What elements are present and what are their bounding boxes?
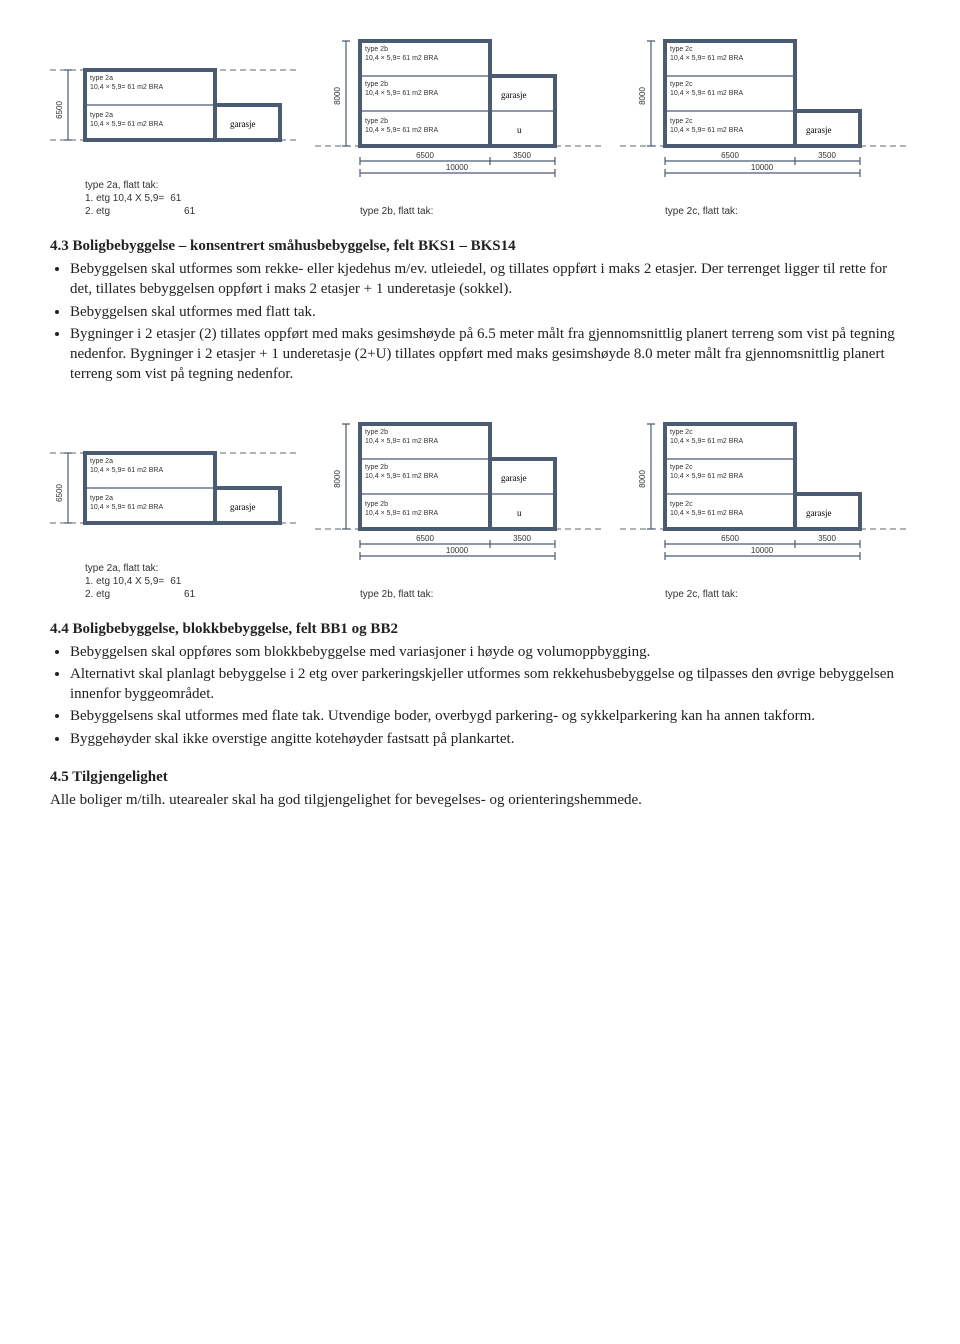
svg-text:type 2c: type 2c — [670, 118, 693, 125]
label-2a-floor2-l2: 10,4 × 5,9= 61 m2 BRA — [90, 84, 163, 91]
svg-text:garasje: garasje — [230, 502, 255, 512]
bullet-4-3-3: Bygninger i 2 etasjer (2) tillates oppfø… — [70, 324, 910, 385]
dim-2b-right: 3500 — [513, 151, 531, 160]
svg-text:type 2c: type 2c — [670, 501, 693, 508]
diagram-row-top: 6500 type 2a 10,4 × 5,9= 61 m2 BRA type … — [50, 20, 910, 218]
diagram-type2c: 8000 6500 3500 10000 type 2c 10,4 × 5,9=… — [620, 26, 910, 218]
svg-text:10,4 × 5,9= 61 m2 BRA: 10,4 × 5,9= 61 m2 BRA — [90, 504, 163, 511]
svg-text:garasje: garasje — [501, 473, 526, 483]
svg-text:10,4 × 5,9= 61 m2 BRA: 10,4 × 5,9= 61 m2 BRA — [670, 55, 743, 62]
label-u-2b: u — [517, 125, 522, 135]
svg-type2b: 8000 6500 3500 10000 type 2b 10,4 × 5,9=… — [315, 26, 605, 201]
diagram-type2b-b: 8000 6500 3500 10000 type 2b 10,4 × 5,9=… — [315, 409, 605, 601]
caption-2b: type 2b, flatt tak: — [360, 205, 605, 218]
svg-text:type 2a: type 2a — [90, 458, 113, 465]
svg-text:type 2c: type 2c — [670, 429, 693, 436]
svg-text:type 2b: type 2b — [365, 46, 388, 53]
svg-text:u: u — [517, 508, 522, 518]
svg-text:type 2c: type 2c — [670, 46, 693, 53]
dim-v-2a: 6500 — [55, 101, 64, 119]
label-garage-2a: garasje — [230, 119, 255, 129]
dim-2b-total: 10000 — [446, 163, 469, 172]
label-2a-floor1-l1: type 2a — [90, 112, 113, 119]
svg-text:6500: 6500 — [416, 534, 434, 543]
svg-text:10000: 10000 — [751, 546, 774, 555]
heading-4-3: 4.3 Boligbebyggelse – konsentrert småhus… — [50, 238, 910, 255]
list-4-4: Bebyggelsen skal oppføres som blokkbebyg… — [50, 642, 910, 749]
svg-text:8000: 8000 — [638, 469, 647, 487]
list-4-3: Bebyggelsen skal utformes som rekke- ell… — [50, 259, 910, 385]
svg-text:10,4 × 5,9= 61 m2 BRA: 10,4 × 5,9= 61 m2 BRA — [365, 55, 438, 62]
caption-2c: type 2c, flatt tak: — [665, 205, 910, 218]
svg-text:10,4 × 5,9= 61 m2 BRA: 10,4 × 5,9= 61 m2 BRA — [670, 438, 743, 445]
svg-text:10000: 10000 — [446, 546, 469, 555]
label-2a-floor2-l1: type 2a — [90, 75, 113, 82]
svg-text:10,4 × 5,9= 61 m2 BRA: 10,4 × 5,9= 61 m2 BRA — [365, 127, 438, 134]
bullet-4-3-1: Bebyggelsen skal utformes som rekke- ell… — [70, 259, 910, 300]
svg-text:3500: 3500 — [513, 534, 531, 543]
caption-2a-l1: 1. etg 10,4 X 5,9= — [85, 192, 164, 205]
svg-text:type 2b: type 2b — [365, 118, 388, 125]
svg-type2a: 6500 type 2a 10,4 × 5,9= 61 m2 BRA type … — [50, 20, 300, 175]
diagram-type2c-b: 8000 6500 3500 10000 type 2c 10,4 × 5,9=… — [620, 409, 910, 601]
svg-text:type 2c: type 2c — [670, 81, 693, 88]
label-garage-2c: garasje — [806, 125, 831, 135]
label-garage-2b: garasje — [501, 90, 526, 100]
diagram-type2a: 6500 type 2a 10,4 × 5,9= 61 m2 BRA type … — [50, 20, 300, 218]
svg-text:3500: 3500 — [818, 534, 836, 543]
bullet-4-4-1: Bebyggelsen skal oppføres som blokkbebyg… — [70, 642, 910, 662]
svg-text:10,4 × 5,9= 61 m2 BRA: 10,4 × 5,9= 61 m2 BRA — [365, 438, 438, 445]
svg-text:type 2b: type 2b — [365, 81, 388, 88]
svg-text:10,4 × 5,9= 61 m2 BRA: 10,4 × 5,9= 61 m2 BRA — [670, 127, 743, 134]
bullet-4-4-3: Bebyggelsens skal utformes med flate tak… — [70, 706, 910, 726]
diagram-type2a-b: 6500 type 2a 10,4 × 5,9= 61 m2 BRA type … — [50, 403, 300, 601]
dim-v-2c: 8000 — [638, 87, 647, 105]
svg-text:10,4 × 5,9= 61 m2 BRA: 10,4 × 5,9= 61 m2 BRA — [365, 473, 438, 480]
heading-4-5: 4.5 Tilgjengelighet — [50, 769, 910, 786]
dim-2b-left: 6500 — [416, 151, 434, 160]
caption-2a-title: type 2a, flatt tak: — [85, 179, 300, 192]
caption-2a-v1: 61 — [170, 192, 181, 205]
dim-v-2b: 8000 — [333, 87, 342, 105]
svg-text:type 2b: type 2b — [365, 501, 388, 508]
paragraph-4-5: Alle boliger m/tilh. utearealer skal ha … — [50, 790, 910, 810]
svg-text:10,4 × 5,9= 61 m2 BRA: 10,4 × 5,9= 61 m2 BRA — [90, 467, 163, 474]
svg-type2c: 8000 6500 3500 10000 type 2c 10,4 × 5,9=… — [620, 26, 910, 201]
dim-2c-right: 3500 — [818, 151, 836, 160]
bullet-4-4-4: Byggehøyder skal ikke overstige angitte … — [70, 729, 910, 749]
svg-text:10,4 × 5,9= 61 m2 BRA: 10,4 × 5,9= 61 m2 BRA — [670, 473, 743, 480]
label-2a-floor1-l2: 10,4 × 5,9= 61 m2 BRA — [90, 121, 163, 128]
svg-text:6500: 6500 — [55, 483, 64, 501]
diagram-type2b: 8000 6500 3500 10000 type 2b 10,4 × 5,9=… — [315, 26, 605, 218]
svg-text:10,4 × 5,9= 61 m2 BRA: 10,4 × 5,9= 61 m2 BRA — [670, 90, 743, 97]
svg-text:10,4 × 5,9= 61 m2 BRA: 10,4 × 5,9= 61 m2 BRA — [365, 510, 438, 517]
svg-text:type 2b: type 2b — [365, 429, 388, 436]
caption-2a-v2: 61 — [184, 205, 195, 218]
bullet-4-3-2: Bebyggelsen skal utformes med flatt tak. — [70, 302, 910, 322]
bullet-4-4-2: Alternativt skal planlagt bebyggelse i 2… — [70, 664, 910, 705]
svg-text:8000: 8000 — [333, 469, 342, 487]
diagram-row-bottom: 6500 type 2a 10,4 × 5,9= 61 m2 BRA type … — [50, 403, 910, 601]
dim-2c-left: 6500 — [721, 151, 739, 160]
svg-text:6500: 6500 — [721, 534, 739, 543]
heading-4-4: 4.4 Boligbebyggelse, blokkbebyggelse, fe… — [50, 621, 910, 638]
dim-2c-total: 10000 — [751, 163, 774, 172]
svg-text:type 2c: type 2c — [670, 464, 693, 471]
svg-text:10,4 × 5,9= 61 m2 BRA: 10,4 × 5,9= 61 m2 BRA — [670, 510, 743, 517]
svg-text:10,4 × 5,9= 61 m2 BRA: 10,4 × 5,9= 61 m2 BRA — [365, 90, 438, 97]
caption-2a-l2: 2. etg — [85, 205, 110, 218]
svg-text:type 2a: type 2a — [90, 495, 113, 502]
svg-text:type 2b: type 2b — [365, 464, 388, 471]
svg-text:garasje: garasje — [806, 508, 831, 518]
